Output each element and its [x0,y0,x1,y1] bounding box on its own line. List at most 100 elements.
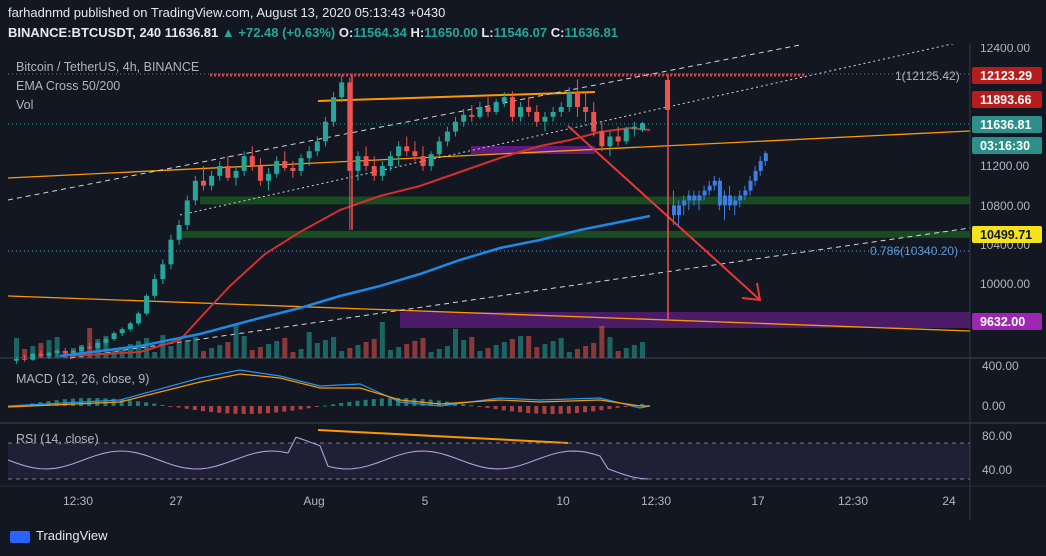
candle [493,102,499,112]
candle [574,92,580,108]
macd-histogram-bar [144,402,149,406]
volume-bar [233,325,239,358]
volume-bar [363,342,369,358]
macd-histogram-bar [266,406,271,414]
candle [127,323,133,330]
macd-histogram-bar [274,406,279,413]
volume-bar [461,340,467,358]
candle [640,123,646,131]
close-label: C: [550,25,565,40]
volume-bar [485,348,491,358]
candle [241,156,247,171]
volume-bar [518,336,524,358]
low-label: L: [481,25,494,40]
volume-bar [615,351,621,358]
candle [119,329,125,334]
last-price: 11636.81 [164,25,219,40]
candle [266,173,272,181]
publisher-line: farhadnmd published on TradingView.com, … [8,5,446,20]
volume-bar [152,352,158,358]
volume-bar [477,351,483,358]
volume-bar [428,352,434,358]
time-tick-label: 27 [169,494,183,508]
time-tick-label: 12:30 [838,494,868,508]
volume-bar [355,345,361,358]
volume-bar [542,344,548,358]
macd-histogram-bar [599,406,604,411]
candle [290,167,296,171]
candles [14,75,670,364]
projection-candle [702,190,707,196]
macd-histogram-bar [640,403,645,406]
candle [95,342,101,348]
candle [79,346,85,351]
candle [87,346,93,348]
macd-histogram-bar [550,406,555,414]
volume-bar [371,339,377,358]
price-tag-text: 11636.81 [980,118,1031,132]
projection-candle [697,195,702,201]
channel-lower [69,227,971,359]
tradingview-logo[interactable]: TradingView [10,528,108,543]
volume-bar [14,338,19,358]
candle [200,180,206,186]
candle [322,121,328,142]
candle [607,136,613,147]
candle [135,313,141,324]
projection-candle [712,180,717,186]
legend-macd: MACD (12, 26, close, 9) [16,372,150,386]
candle [70,350,76,353]
price-tag [972,67,1042,84]
volume-bar [282,338,288,358]
candle [387,156,393,167]
macd-histogram-bar [249,406,254,414]
candle [396,146,402,157]
candle [412,151,418,157]
projection-candle [728,195,733,206]
volume-bar [469,337,475,358]
time-tick-label: 17 [751,494,765,508]
candle [526,107,532,112]
projection-candles [672,151,768,226]
legend-ema: EMA Cross 50/200 [16,79,121,93]
candle [298,158,304,171]
price-tick-label: 12400.00 [980,41,1030,55]
volume-bar [144,338,150,358]
candle [14,358,19,361]
candle [355,156,361,171]
projection-candle [687,195,692,201]
legend-title: Bitcoin / TetherUS, 4h, BINANCE [16,60,200,74]
time-tick-label: 10 [556,494,570,508]
close-value: 11636.81 [564,25,618,40]
candle [428,154,434,167]
volume-bar [200,351,206,358]
candle [509,97,515,117]
volume-bar [412,341,418,358]
orange-trendline-top [7,130,971,179]
candle [436,141,442,155]
candle [152,279,158,296]
volume-bar [135,341,141,358]
macd-tick-label: 0.00 [982,399,1006,413]
candle [371,166,377,176]
candle [558,107,564,112]
macd-histogram-bar [623,406,628,407]
projection-candle [723,195,727,206]
candle [331,97,337,122]
volume-bar [404,344,410,358]
volume-bar [290,352,296,358]
candle [363,156,369,167]
rsi-band [8,443,970,479]
candle [501,97,507,103]
price-tag [972,313,1042,330]
macd-histogram-bar [631,405,636,407]
candle [111,333,117,340]
volume-bar [274,341,280,358]
macd-histogram-bar [363,399,368,406]
chart-header: farhadnmd published on TradingView.com, … [0,0,1046,44]
time-tick-label: 12:30 [641,494,671,508]
low-value: 11546.07 [493,25,548,40]
macd-histogram-bar [200,406,205,412]
candle [469,114,475,117]
